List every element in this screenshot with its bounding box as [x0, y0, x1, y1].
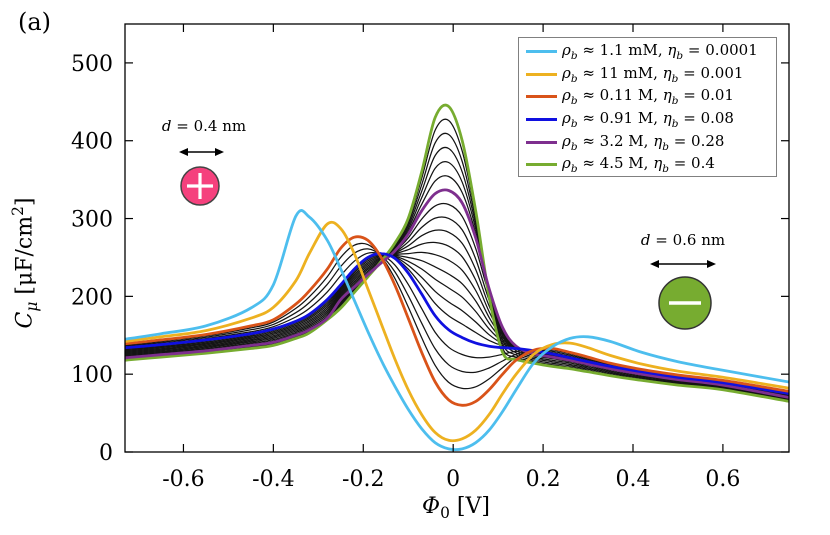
x-tick-label: 0 — [446, 467, 460, 492]
y-tick-label: 200 — [71, 285, 113, 310]
series-curve-3 — [125, 252, 789, 395]
legend-item-4: ρb ≈ 3.2 M, ηb = 0.28 — [526, 131, 776, 154]
annotation-graphics — [179, 148, 716, 330]
series-curve-5 — [125, 103, 789, 403]
plot-box — [124, 23, 790, 453]
series-curve-1 — [125, 220, 789, 443]
legend-item-2: ρb ≈ 0.11 M, ηb = 0.01 — [526, 85, 776, 108]
y-tick-label: 300 — [71, 208, 113, 233]
anion-diameter-label: d = 0.6 nm — [640, 231, 726, 249]
legend-line-swatch — [526, 163, 557, 167]
x-tick-label: 0.6 — [705, 467, 740, 492]
legend-item-3: ρb ≈ 0.91 M, ηb = 0.08 — [526, 108, 776, 131]
x-tick-label: 0.4 — [616, 467, 651, 492]
legend-line-swatch — [526, 140, 557, 144]
legend-item-0: ρb ≈ 1.1 mM, ηb = 0.0001 — [526, 40, 776, 63]
intermediate-curve — [125, 146, 789, 401]
legend-item-5: ρb ≈ 4.5 M, ηb = 0.4 — [526, 153, 776, 176]
legend-label: ρb ≈ 1.1 mM, ηb = 0.0001 — [562, 40, 758, 62]
x-tick-label: -0.6 — [162, 467, 204, 492]
legend-label: ρb ≈ 0.11 M, ηb = 0.01 — [562, 86, 734, 108]
arrowhead-left-icon — [650, 260, 659, 268]
legend-label: ρb ≈ 11 mM, ηb = 0.001 — [562, 63, 744, 85]
legend-label: ρb ≈ 0.91 M, ηb = 0.08 — [562, 108, 734, 130]
legend: ρb ≈ 1.1 mM, ηb = 0.0001 ρb ≈ 11 mM, ηb =… — [518, 37, 777, 177]
x-axis-label: Φ0 [V] — [422, 493, 490, 523]
y-tick-label: 500 — [71, 52, 113, 77]
axes-frame: -0.6 -0.4 -0.2 0 0.2 0.4 0.6 0 100 200 300 400 500 — [71, 23, 790, 492]
colored-curves — [125, 103, 789, 452]
y-tick-label: 400 — [71, 130, 113, 155]
y-axis-label: Cμ [μF/cm2] — [9, 197, 41, 329]
x-tick-label: -0.4 — [252, 467, 294, 492]
legend-item-1: ρb ≈ 11 mM, ηb = 0.001 — [526, 63, 776, 86]
series-curve-4 — [125, 188, 789, 399]
series-curve-0 — [125, 209, 789, 452]
y-tick-label: 0 — [99, 441, 113, 466]
legend-line-swatch — [526, 95, 557, 99]
legend-label: ρb ≈ 4.5 M, ηb = 0.4 — [562, 154, 715, 176]
legend-label: ρb ≈ 3.2 M, ηb = 0.28 — [562, 131, 725, 153]
intermediate-curve — [125, 248, 789, 394]
y-tick-label: 100 — [71, 363, 113, 388]
x-tick-label: 0.2 — [526, 467, 561, 492]
cation-diameter-label: d = 0.4 nm — [161, 117, 247, 135]
arrowhead-right-icon — [215, 148, 224, 156]
arrowhead-left-icon — [179, 148, 188, 156]
arrowhead-right-icon — [707, 260, 716, 268]
series-curve-2 — [125, 235, 789, 407]
x-tick-label: -0.2 — [342, 467, 384, 492]
figure-panel-label: (a) — [18, 8, 52, 36]
legend-line-swatch — [526, 117, 557, 121]
legend-line-swatch — [526, 72, 557, 76]
legend-line-swatch — [526, 49, 557, 53]
